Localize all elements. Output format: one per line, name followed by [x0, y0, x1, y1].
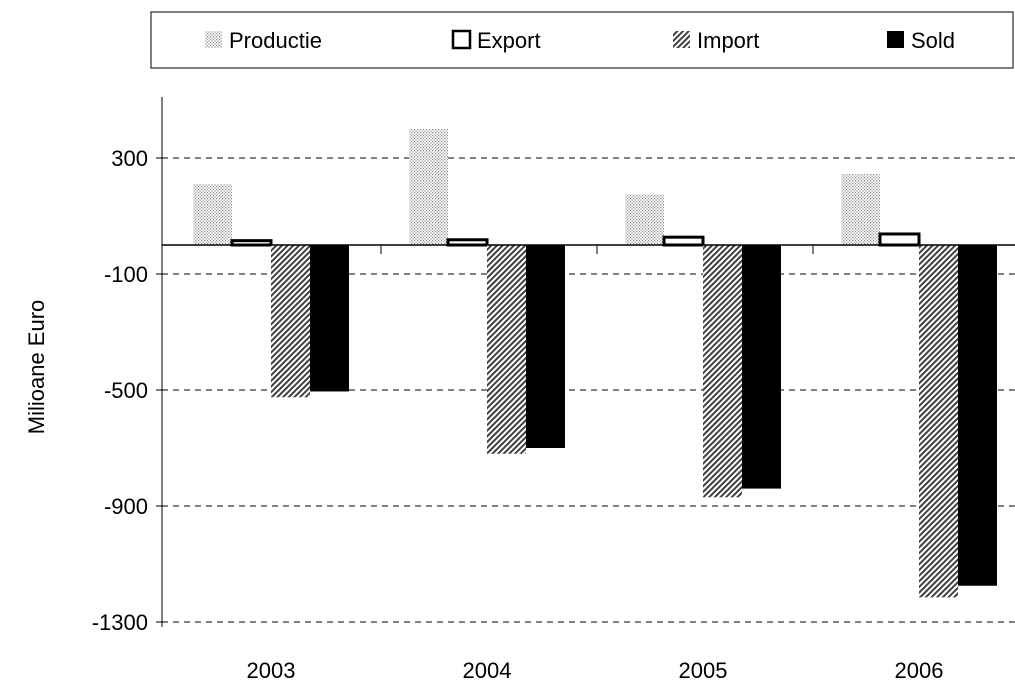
- bar-import: [703, 245, 742, 498]
- axes: [156, 97, 1015, 627]
- bar-export: [446, 238, 489, 247]
- x-tick-label: 2003: [247, 658, 296, 681]
- legend-label-sold: Sold: [911, 28, 955, 53]
- legend-swatch-productie: [205, 31, 222, 48]
- bar-productie: [841, 173, 880, 245]
- bar-sold: [310, 245, 349, 392]
- y-axis-title: Milioane Euro: [24, 300, 49, 435]
- legend-label-productie: Productie: [229, 28, 322, 53]
- legend-box: [150, 11, 1014, 69]
- y-tick-label: -900: [104, 494, 148, 519]
- bar-productie: [409, 129, 448, 245]
- y-tick-label: -100: [104, 262, 148, 287]
- bar-import: [919, 245, 958, 598]
- x-tick-label: 2006: [895, 658, 944, 681]
- legend-swatch-sold: [887, 31, 904, 48]
- y-tick-label: 300: [111, 146, 148, 171]
- legend-swatch-import: [673, 31, 690, 48]
- bar-import: [271, 245, 310, 398]
- bar-sold: [958, 245, 997, 586]
- bar-productie: [625, 194, 664, 245]
- legend-swatch-export: [451, 29, 472, 50]
- bar-export: [878, 232, 921, 247]
- x-tick-label: 2004: [463, 658, 512, 681]
- bar-export: [662, 235, 705, 247]
- bar-sold: [742, 245, 781, 489]
- y-tick-label: -1300: [92, 610, 148, 635]
- bar-sold: [526, 245, 565, 448]
- tick-labels: 300 -100 -500 -900 -1300 2003 2004 2005 2006: [92, 146, 944, 681]
- x-tick-label: 2005: [679, 658, 728, 681]
- legend-label-import: Import: [697, 28, 759, 53]
- y-tick-label: -500: [104, 378, 148, 403]
- bars: [193, 129, 997, 598]
- bar-import: [487, 245, 526, 454]
- legend: Productie Export Import Sold: [150, 11, 1014, 69]
- legend-label-export: Export: [477, 28, 541, 53]
- bar-productie: [193, 184, 232, 245]
